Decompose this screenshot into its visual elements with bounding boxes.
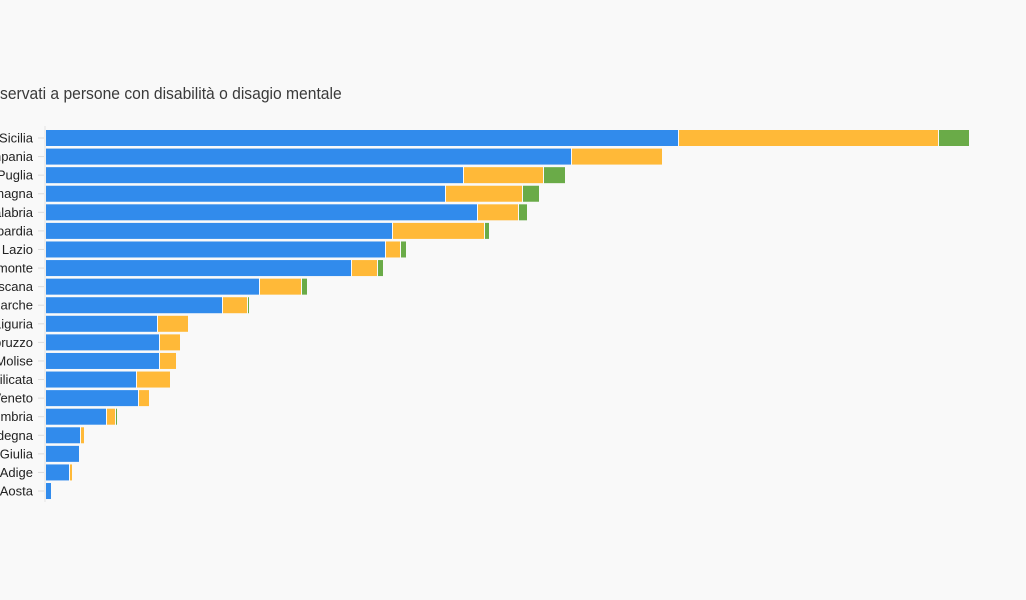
bar-segment-series-1[interactable] [46, 371, 136, 388]
bar-segment-series-1[interactable] [46, 260, 351, 277]
bar-segment-series-2[interactable] [70, 464, 72, 481]
bar-segment-series-1[interactable] [46, 315, 157, 332]
bar-segment-series-2[interactable] [158, 315, 188, 332]
category-label: Lazio [2, 242, 33, 257]
bar-segment-series-1[interactable] [46, 278, 259, 295]
bar-segment-series-2[interactable] [223, 297, 247, 314]
bar-segment-series-1[interactable] [46, 390, 138, 407]
bar-segment-series-1[interactable] [46, 167, 463, 184]
chart-title: servati a persone con disabilità o disag… [0, 84, 342, 103]
category-label: Adige [0, 465, 33, 480]
category-label: Marche [0, 298, 33, 313]
bar-segment-series-2[interactable] [137, 371, 170, 388]
bar-segment-series-1[interactable] [46, 185, 445, 202]
bar-segment-series-2[interactable] [160, 334, 180, 351]
bar-segment-series-1[interactable] [46, 408, 106, 425]
category-label: Sicilia [0, 131, 34, 146]
category-label: Liguria [0, 316, 34, 331]
bar-segment-series-1[interactable] [46, 334, 159, 351]
category-label: Giulia [0, 446, 34, 461]
bar-segment-series-3[interactable] [519, 204, 527, 221]
bar-segment-series-1[interactable] [46, 483, 51, 500]
bar-segment-series-2[interactable] [352, 260, 377, 277]
category-label: bardia [0, 223, 34, 238]
bar-segment-series-3[interactable] [523, 185, 539, 202]
bar-segment-series-2[interactable] [679, 130, 938, 146]
category-label: degna [0, 428, 34, 443]
bar-segment-series-2[interactable] [160, 352, 176, 369]
bar-segment-series-2[interactable] [478, 204, 518, 221]
category-label: Puglia [0, 168, 34, 183]
bar-segment-series-1[interactable] [46, 148, 571, 165]
bar-segment-series-2[interactable] [107, 408, 115, 425]
category-label: mpania [0, 149, 34, 164]
bar-segment-series-2[interactable] [446, 185, 522, 202]
bar-segment-series-1[interactable] [46, 464, 69, 481]
bar-segment-series-3[interactable] [401, 241, 406, 258]
bar-segment-series-1[interactable] [46, 297, 222, 314]
bar-segment-series-2[interactable] [139, 390, 149, 407]
bar-segment-series-3[interactable] [248, 297, 249, 314]
bar-segment-series-2[interactable] [260, 278, 301, 295]
bar-segment-series-3[interactable] [544, 167, 565, 184]
bar-segment-series-1[interactable] [46, 241, 385, 258]
category-label: Veneto [0, 391, 33, 406]
bar-segment-series-3[interactable] [485, 222, 489, 239]
bar-segment-series-1[interactable] [46, 352, 159, 369]
category-label: silicata [0, 372, 34, 387]
bar-segment-series-1[interactable] [46, 204, 477, 221]
category-label: magna [0, 186, 34, 201]
bar-segment-series-3[interactable] [302, 278, 307, 295]
bar-segment-series-2[interactable] [81, 427, 84, 444]
bar-segment-series-2[interactable] [393, 222, 484, 239]
category-label: Umbria [0, 409, 34, 424]
bar-segment-series-3[interactable] [378, 260, 383, 277]
bar-segment-series-2[interactable] [386, 241, 400, 258]
bar-segment-series-1[interactable] [46, 130, 678, 146]
bar-segment-series-1[interactable] [46, 222, 392, 239]
bar-segment-series-3[interactable] [116, 408, 117, 425]
category-label: monte [0, 261, 33, 276]
bar-segment-series-1[interactable] [46, 427, 80, 444]
category-label: 'Aosta [0, 484, 34, 499]
category-label: bruzzo [0, 335, 33, 350]
bar-segment-series-2[interactable] [572, 148, 662, 165]
bar-segment-series-1[interactable] [46, 445, 79, 462]
category-label: Molise [0, 353, 33, 368]
bar-segment-series-2[interactable] [464, 167, 543, 184]
category-label: oscana [0, 279, 34, 294]
bar-segment-series-3[interactable] [939, 130, 969, 146]
